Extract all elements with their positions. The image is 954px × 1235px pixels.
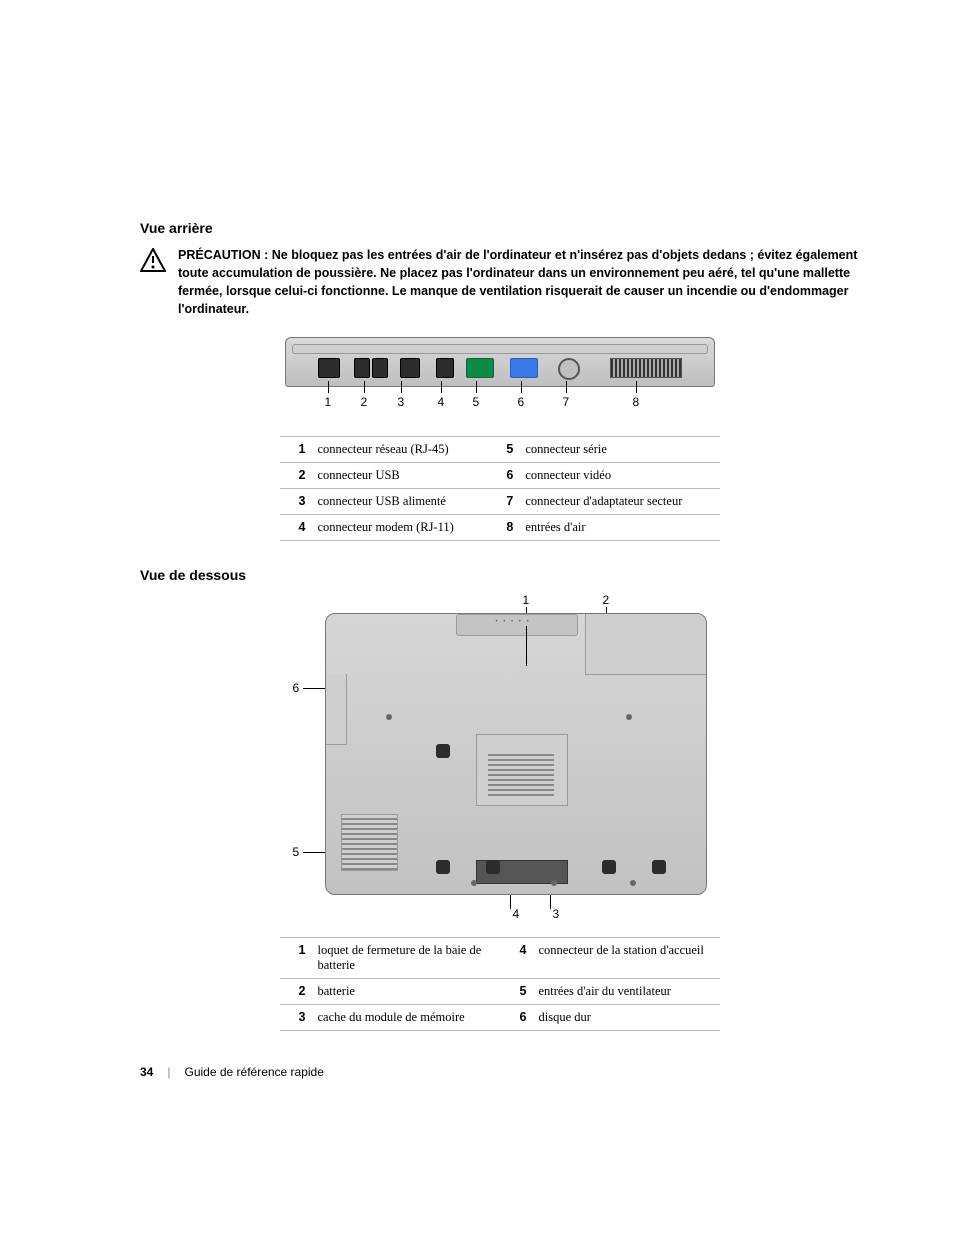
legend-text: connecteur de la station d'accueil xyxy=(535,937,720,978)
footer-doc-title: Guide de référence rapide xyxy=(184,1065,323,1079)
callout-1: 1 xyxy=(325,395,332,409)
callout-5: 5 xyxy=(473,395,480,409)
legend-text: connecteur série xyxy=(521,436,719,462)
legend-text: connecteur d'adaptateur secteur xyxy=(521,488,719,514)
legend-num: 7 xyxy=(487,488,521,514)
legend-num: 4 xyxy=(280,514,314,540)
callout-3: 3 xyxy=(398,395,405,409)
legend-num: 8 xyxy=(487,514,521,540)
back-view-legend: 1 connecteur réseau (RJ-45) 5 connecteur… xyxy=(280,436,720,541)
legend-num: 1 xyxy=(280,937,314,978)
legend-text: disque dur xyxy=(535,1004,720,1030)
callout-4: 4 xyxy=(438,395,445,409)
legend-text: cache du module de mémoire xyxy=(314,1004,501,1030)
callout-8: 8 xyxy=(633,395,640,409)
page-number: 34 xyxy=(140,1065,153,1079)
legend-text: entrées d'air du ventilateur xyxy=(535,978,720,1004)
bottom-view-legend: 1 loquet de fermeture de la baie de batt… xyxy=(280,937,720,1031)
legend-text: connecteur modem (RJ-11) xyxy=(314,514,488,540)
bv-callout-6: 6 xyxy=(293,681,300,695)
bottom-view-diagram: 1 2 6 5 4 3 • • • • • xyxy=(285,593,715,923)
callout-7: 7 xyxy=(563,395,570,409)
legend-num: 5 xyxy=(501,978,535,1004)
legend-num: 3 xyxy=(280,1004,314,1030)
bv-callout-4: 4 xyxy=(513,907,520,921)
legend-text: connecteur réseau (RJ-45) xyxy=(314,436,488,462)
legend-num: 2 xyxy=(280,978,314,1004)
caution-body: Ne bloquez pas les entrées d'air de l'or… xyxy=(178,248,857,316)
callout-2: 2 xyxy=(361,395,368,409)
legend-text: entrées d'air xyxy=(521,514,719,540)
heading-bottom-view: Vue de dessous xyxy=(140,567,859,583)
bv-callout-3: 3 xyxy=(553,907,560,921)
caution-label: PRÉCAUTION : xyxy=(178,248,268,262)
legend-text: connecteur vidéo xyxy=(521,462,719,488)
legend-num: 6 xyxy=(501,1004,535,1030)
back-view-diagram: 1 2 3 4 5 6 7 8 xyxy=(285,337,715,417)
legend-num: 5 xyxy=(487,436,521,462)
bv-callout-2: 2 xyxy=(603,593,610,607)
legend-text: loquet de fermeture de la baie de batter… xyxy=(314,937,501,978)
legend-num: 2 xyxy=(280,462,314,488)
callout-6: 6 xyxy=(518,395,525,409)
legend-num: 4 xyxy=(501,937,535,978)
footer-separator: | xyxy=(167,1065,170,1079)
heading-back-view: Vue arrière xyxy=(140,220,859,236)
legend-text: connecteur USB alimenté xyxy=(314,488,488,514)
legend-num: 6 xyxy=(487,462,521,488)
legend-num: 1 xyxy=(280,436,314,462)
caution-block: PRÉCAUTION : Ne bloquez pas les entrées … xyxy=(140,246,859,319)
caution-text: PRÉCAUTION : Ne bloquez pas les entrées … xyxy=(178,246,859,319)
legend-text: connecteur USB xyxy=(314,462,488,488)
bv-callout-1: 1 xyxy=(523,593,530,607)
legend-num: 3 xyxy=(280,488,314,514)
legend-text: batterie xyxy=(314,978,501,1004)
bv-callout-5: 5 xyxy=(293,845,300,859)
page-footer: 34 | Guide de référence rapide xyxy=(140,1065,859,1079)
warning-icon xyxy=(140,248,166,319)
